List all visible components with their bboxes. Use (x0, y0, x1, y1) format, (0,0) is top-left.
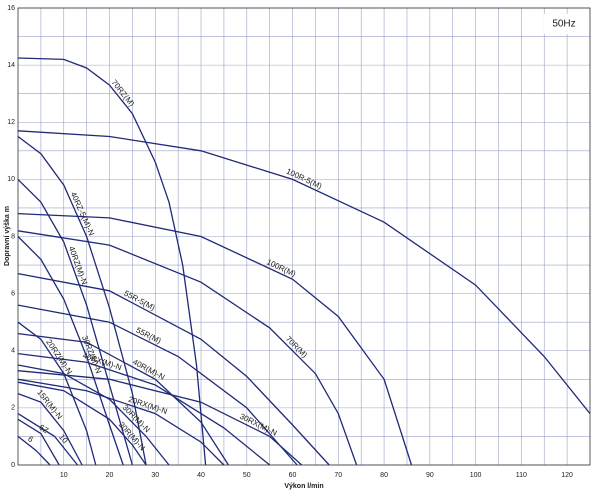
x-tick-label: 60 (289, 472, 297, 479)
y-tick-label: 16 (7, 5, 15, 12)
x-tick-label: 90 (426, 472, 434, 479)
x-tick-label: 80 (380, 472, 388, 479)
curve (17, 178, 134, 466)
x-tick-label: 40 (197, 472, 205, 479)
x-tick-label: 110 (516, 472, 527, 479)
x-tick-label: 50 (243, 472, 251, 479)
curve (17, 57, 207, 466)
series-label: 6Z (37, 423, 50, 436)
y-axis-label: Dopravní výška m (4, 206, 11, 266)
series-label: 6 (26, 434, 35, 444)
curve (17, 272, 330, 466)
y-tick-label: 4 (11, 348, 15, 355)
curve (17, 230, 358, 466)
curve (17, 392, 83, 466)
curve (17, 130, 591, 415)
curve (17, 135, 147, 466)
curve (17, 370, 303, 466)
y-tick-label: 2 (11, 405, 15, 412)
curve (17, 413, 79, 466)
curve (17, 418, 60, 466)
curve (17, 304, 298, 466)
annotation: 50Hz (552, 19, 575, 30)
x-axis-label: Výkon l/min (284, 483, 323, 490)
x-tick-label: 30 (151, 472, 159, 479)
curve (17, 378, 225, 466)
y-tick-label: 14 (7, 62, 15, 69)
curve (17, 435, 51, 466)
y-tick-label: 8 (11, 233, 15, 240)
x-tick-label: 120 (561, 472, 573, 479)
curve (17, 381, 147, 466)
y-tick-label: 12 (7, 119, 15, 126)
x-tick-label: 10 (60, 472, 68, 479)
y-tick-label: 6 (11, 290, 15, 297)
y-tick-label: 0 (11, 462, 15, 469)
curve (17, 236, 124, 466)
curve (17, 352, 271, 466)
x-tick-label: 70 (334, 472, 342, 479)
curve (17, 332, 230, 466)
y-tick-label: 10 (7, 176, 15, 183)
annotation-box (544, 14, 584, 34)
curve (17, 212, 413, 466)
x-tick-label: 100 (470, 472, 482, 479)
x-tick-label: 20 (106, 472, 114, 479)
curve (17, 364, 170, 466)
